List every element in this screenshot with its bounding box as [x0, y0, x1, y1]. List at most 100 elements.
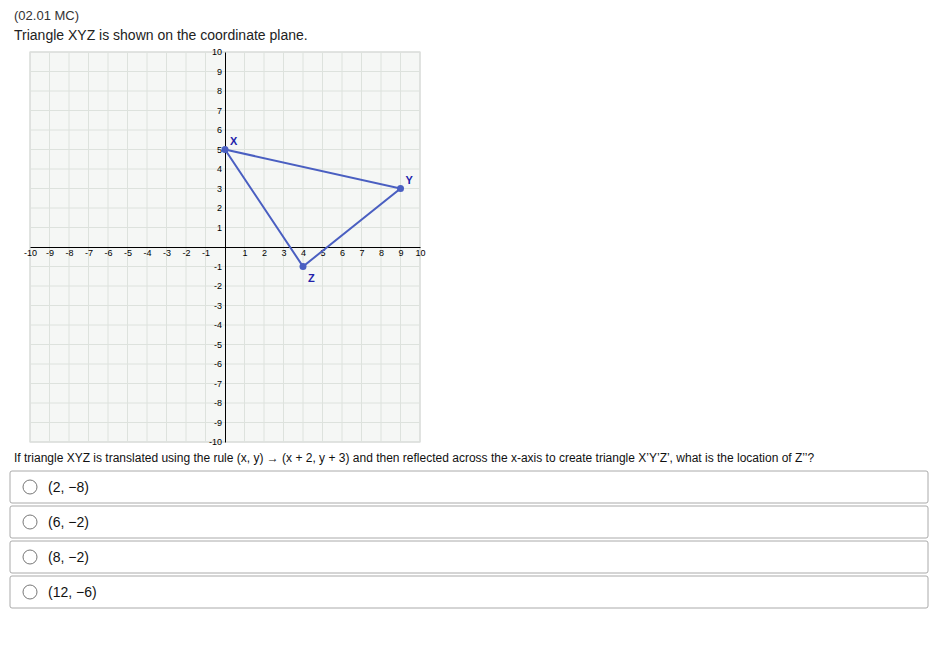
- y-tick-label: -2: [214, 281, 222, 291]
- y-tick-label: 9: [217, 67, 222, 77]
- choice-text[interactable]: (8, −2): [48, 549, 89, 565]
- y-tick: 10: [212, 47, 225, 57]
- y-tick: 3: [217, 184, 225, 194]
- y-tick-label: -6: [214, 359, 222, 369]
- y-tick: -2: [214, 281, 225, 291]
- choice-box[interactable]: [10, 506, 928, 538]
- x-tick: -9: [46, 247, 54, 258]
- x-tick-label: 8: [379, 248, 384, 258]
- x-tick: -10: [24, 247, 37, 258]
- y-tick-label: -1: [214, 262, 222, 272]
- question-line: If triangle XYZ is translated using the …: [14, 451, 814, 465]
- answer-choice[interactable]: (12, −6): [10, 576, 928, 608]
- grid: [30, 52, 420, 442]
- y-tick-label: 3: [217, 184, 222, 194]
- y-tick: -9: [214, 418, 225, 428]
- x-tick: -6: [104, 247, 112, 258]
- y-tick: -4: [214, 320, 225, 330]
- answer-choice[interactable]: (6, −2): [10, 506, 928, 538]
- x-tick-label: -4: [143, 248, 151, 258]
- y-axis: -10 -9 -8 -7 -6 -5 -4 -3 -2 -1 1 2 3 4 5 6 7 8 9 10: [209, 47, 226, 447]
- choice-radio[interactable]: [23, 515, 37, 529]
- y-tick-label: 2: [217, 203, 222, 213]
- x-tick: 6: [340, 247, 345, 258]
- choice-radio[interactable]: [23, 585, 37, 599]
- y-tick-label: -8: [214, 398, 222, 408]
- choice-box[interactable]: [10, 471, 928, 503]
- choice-box[interactable]: [10, 541, 928, 573]
- y-tick-label: -4: [214, 320, 222, 330]
- choice-radio[interactable]: [23, 550, 37, 564]
- plot-area: [30, 52, 420, 442]
- question: If triangle XYZ is translated using the …: [14, 451, 814, 465]
- vertex: [222, 146, 229, 153]
- x-tick-label: -9: [46, 248, 54, 258]
- y-tick: 6: [217, 125, 225, 135]
- x-tick-label: -3: [163, 248, 171, 258]
- x-tick-label: -5: [124, 248, 132, 258]
- x-tick: -2: [182, 247, 190, 258]
- vertex-label: Y: [406, 174, 414, 186]
- x-tick-label: 1: [242, 248, 247, 258]
- choice-radio[interactable]: [23, 480, 37, 494]
- grid-line-y: [30, 52, 420, 53]
- x-tick-label: -8: [65, 248, 73, 258]
- x-tick: -8: [65, 247, 73, 258]
- y-tick-label: 7: [217, 106, 222, 116]
- y-tick-label: -10: [209, 437, 222, 447]
- x-tick-label: 3: [281, 248, 286, 258]
- y-tick-label: 4: [217, 164, 222, 174]
- triangle-line: [225, 150, 401, 267]
- y-tick: 8: [217, 86, 225, 96]
- x-tick: -3: [163, 247, 171, 258]
- y-tick: 4: [217, 164, 225, 174]
- y-tick-label: 1: [217, 223, 222, 233]
- y-tick: 7: [217, 106, 225, 116]
- x-tick: -4: [143, 247, 151, 258]
- y-tick-label: -3: [214, 301, 222, 311]
- y-tick: -6: [214, 359, 225, 369]
- choice-text[interactable]: (12, −6): [48, 584, 97, 600]
- y-tick: -10: [209, 437, 225, 447]
- y-tick: -3: [214, 301, 225, 311]
- x-tick: -5: [124, 247, 132, 258]
- vertex: [300, 263, 307, 270]
- y-tick: -1: [214, 262, 225, 272]
- x-tick: 2: [262, 247, 267, 258]
- vertex: [397, 185, 404, 192]
- x-tick: -7: [85, 247, 93, 258]
- x-tick-label: 10: [415, 248, 425, 258]
- title: (02.01 MC): [14, 8, 79, 23]
- vertex-label: X: [230, 135, 238, 147]
- y-tick-label: -5: [214, 340, 222, 350]
- x-tick: 8: [379, 247, 384, 258]
- vertex-label: Z: [308, 272, 315, 284]
- choice-text[interactable]: (2, −8): [48, 479, 89, 495]
- y-tick: -5: [214, 340, 225, 350]
- x-tick: 3: [281, 247, 286, 258]
- x-tick: 4: [301, 247, 306, 258]
- y-tick-label: 5: [217, 145, 222, 155]
- triangle: [222, 146, 405, 270]
- y-tick: 2: [217, 203, 225, 213]
- x-tick-label: 7: [359, 248, 364, 258]
- y-tick: -7: [214, 379, 225, 389]
- choice-text[interactable]: (6, −2): [48, 514, 89, 530]
- answer-choice[interactable]: (8, −2): [10, 541, 928, 573]
- y-axis-line: [225, 53, 226, 443]
- x-tick: 9: [398, 247, 403, 258]
- y-tick-label: 8: [217, 86, 222, 96]
- y-tick: 9: [217, 67, 225, 77]
- x-tick-label: -6: [104, 248, 112, 258]
- choice-box[interactable]: [10, 576, 928, 608]
- answer-choice[interactable]: (2, −8): [10, 471, 928, 503]
- x-tick-label: -2: [182, 248, 190, 258]
- x-tick-label: 4: [301, 248, 306, 258]
- x-tick: 10: [415, 247, 425, 258]
- chart: (02.01 MC)Triangle XYZ is shown on the c…: [0, 0, 942, 656]
- x-tick-label: 2: [262, 248, 267, 258]
- x-axis: -10-9-8-7-6-5-4-3-2-112345678910: [24, 247, 426, 258]
- vertex-labels: X Y Z: [230, 135, 414, 284]
- y-tick-label: -9: [214, 418, 222, 428]
- y-tick-label: 10: [212, 47, 222, 57]
